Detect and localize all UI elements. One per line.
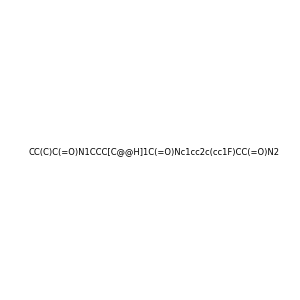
- Text: CC(C)C(=O)N1CCC[C@@H]1C(=O)Nc1cc2c(cc1F)CC(=O)N2: CC(C)C(=O)N1CCC[C@@H]1C(=O)Nc1cc2c(cc1F)…: [28, 147, 279, 156]
